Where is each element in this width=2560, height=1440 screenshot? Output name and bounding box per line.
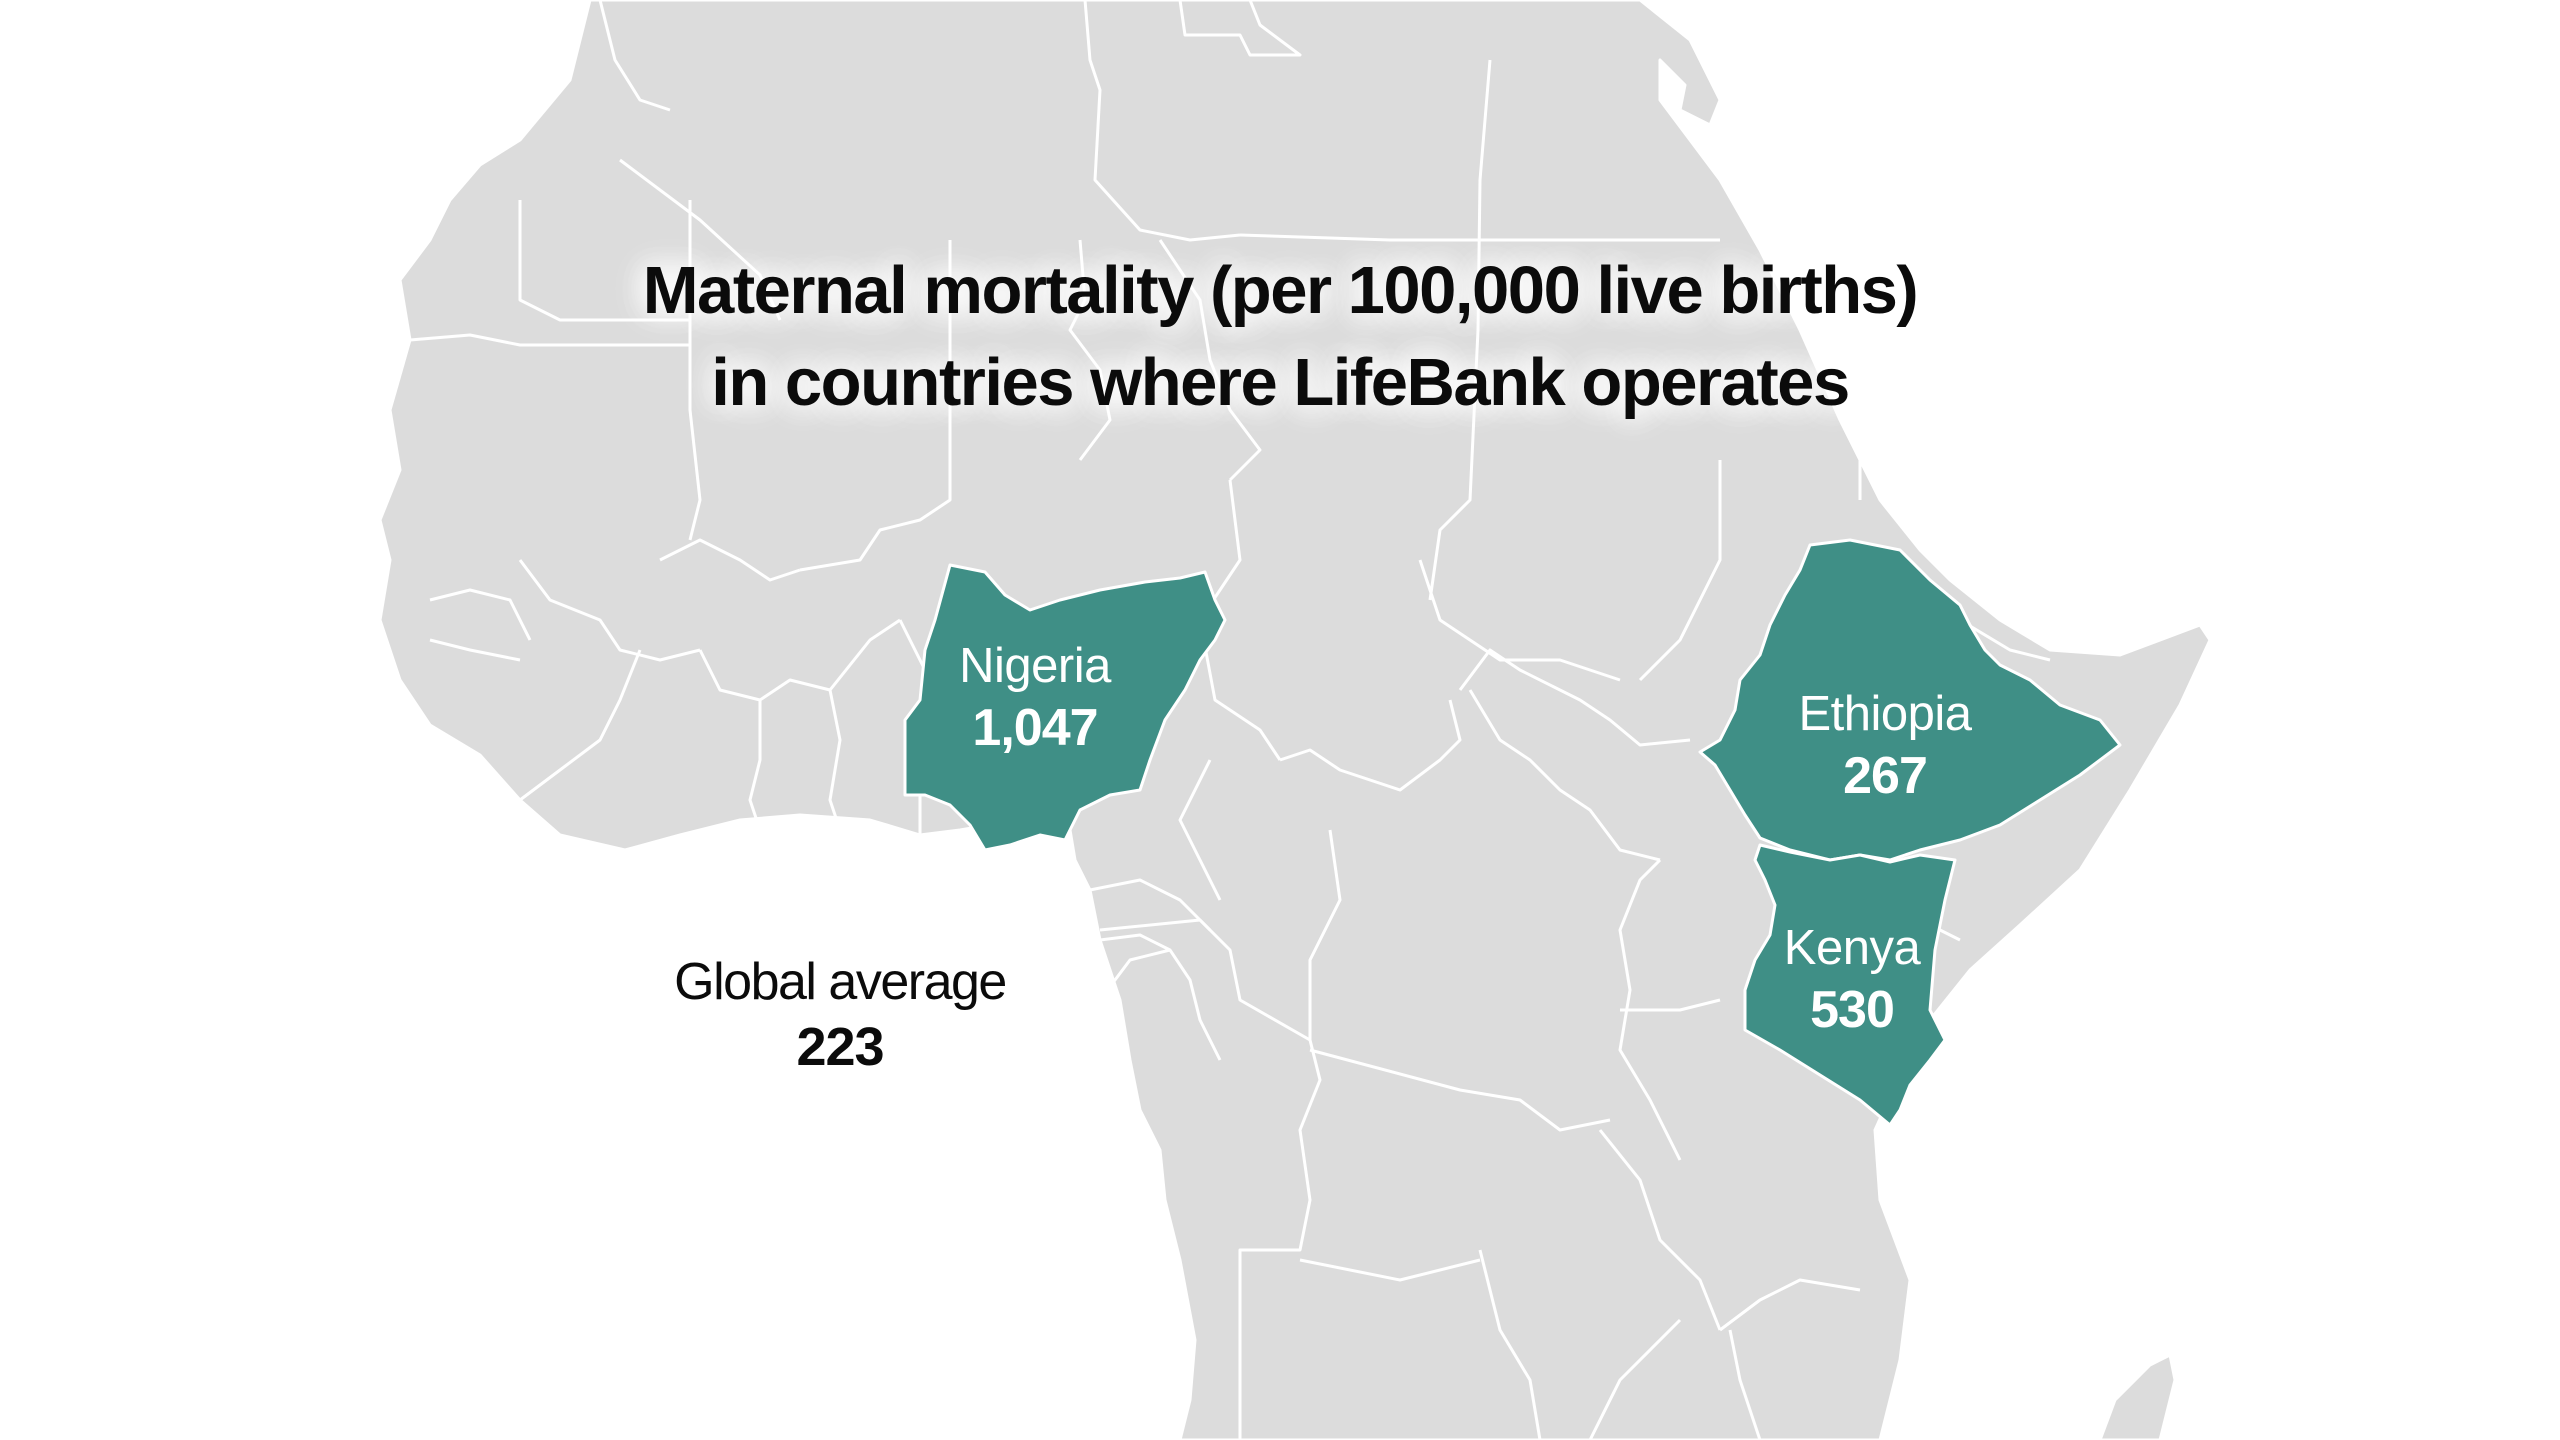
nigeria-label: Nigeria 1,047 [855, 636, 1215, 760]
kenya-name: Kenya [1783, 921, 1921, 975]
global-average-value: 223 [796, 1017, 884, 1077]
ethiopia-label: Ethiopia 267 [1705, 684, 2065, 808]
global-average-label: Global average 223 [600, 950, 1080, 1080]
title-line-1: Maternal mortality (per 100,000 live bir… [642, 253, 1919, 328]
global-average-text: Global average [674, 953, 1007, 1011]
ethiopia-value: 267 [1843, 747, 1928, 805]
map-title: Maternal mortality (per 100,000 live bir… [380, 245, 2180, 429]
kenya-shape [1743, 843, 1957, 1127]
nigeria-value: 1,047 [972, 699, 1098, 757]
nigeria-name: Nigeria [959, 639, 1111, 693]
nigeria-shape [903, 563, 1227, 852]
ethiopia-shape [1698, 538, 2122, 862]
country-borders [409, 0, 2051, 1440]
kenya-label: Kenya 530 [1672, 918, 2032, 1042]
title-line-2: in countries where LifeBank operates [711, 345, 1850, 420]
ethiopia-name: Ethiopia [1798, 687, 1972, 741]
madagascar [2098, 1353, 2177, 1440]
kenya-value: 530 [1810, 981, 1895, 1039]
africa-landmass [378, 0, 2212, 1440]
